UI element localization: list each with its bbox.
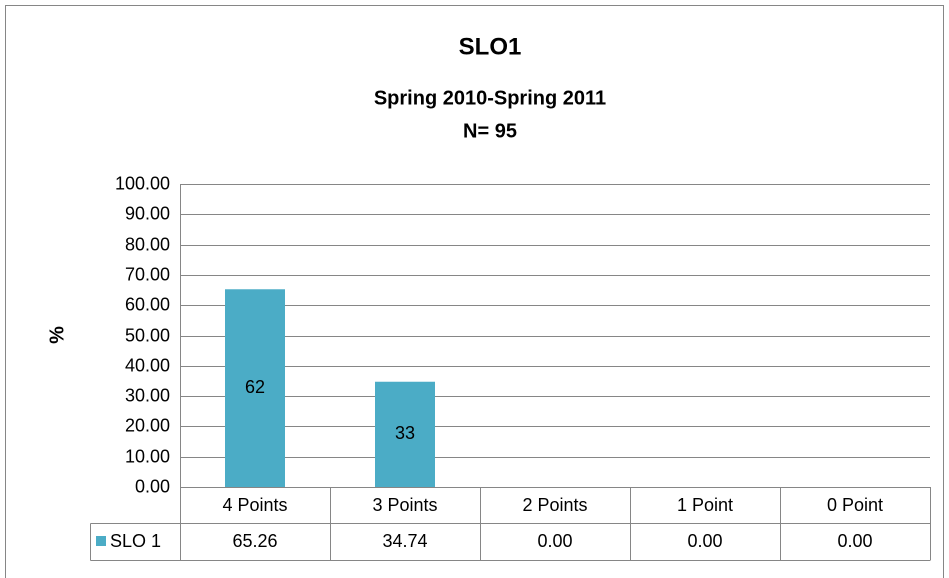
data-label: 33 <box>395 423 415 443</box>
legend-label: SLO 1 <box>110 531 161 551</box>
x-tick-label: 2 Points <box>522 495 587 515</box>
y-tick-label: 0.00 <box>135 476 170 496</box>
y-axis-label: % <box>46 326 68 344</box>
table-value: 0.00 <box>687 531 722 551</box>
legend-swatch <box>96 536 106 546</box>
bar <box>225 289 285 487</box>
x-tick-label: 4 Points <box>222 495 287 515</box>
table-value: 34.74 <box>382 531 427 551</box>
y-tick-label: 90.00 <box>125 203 170 223</box>
table-value: 65.26 <box>232 531 277 551</box>
chart-border <box>5 5 944 578</box>
y-tick-label: 100.00 <box>115 173 170 193</box>
y-tick-label: 10.00 <box>125 446 170 466</box>
data-label: 62 <box>245 377 265 397</box>
y-tick-label: 30.00 <box>125 385 170 405</box>
y-tick-label: 50.00 <box>125 325 170 345</box>
x-tick-label: 3 Points <box>372 495 437 515</box>
y-tick-label: 20.00 <box>125 415 170 435</box>
y-tick-label: 80.00 <box>125 234 170 254</box>
chart-note: N= 95 <box>463 120 517 142</box>
y-tick-label: 70.00 <box>125 264 170 284</box>
y-tick-label: 60.00 <box>125 294 170 314</box>
x-tick-label: 0 Point <box>827 495 883 515</box>
table-value: 0.00 <box>537 531 572 551</box>
y-tick-label: 40.00 <box>125 355 170 375</box>
table-value: 0.00 <box>837 531 872 551</box>
x-tick-label: 1 Point <box>677 495 733 515</box>
chart-title: SLO1 <box>459 33 522 60</box>
chart-subtitle: Spring 2010-Spring 2011 <box>374 87 606 109</box>
bar <box>375 381 435 487</box>
